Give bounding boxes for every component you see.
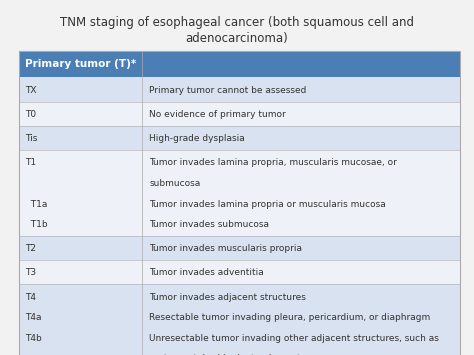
Text: T0: T0 bbox=[25, 110, 36, 119]
Text: T4: T4 bbox=[25, 293, 36, 302]
Text: Primary tumor (T)*: Primary tumor (T)* bbox=[25, 59, 136, 70]
Text: Primary tumor cannot be assessed: Primary tumor cannot be assessed bbox=[149, 86, 307, 95]
Bar bbox=[19, 284, 460, 355]
Text: Tumor invades adjacent structures: Tumor invades adjacent structures bbox=[149, 293, 306, 302]
Text: aorta, vertebral body, trachea, etc.: aorta, vertebral body, trachea, etc. bbox=[149, 354, 309, 355]
Text: TNM staging of esophageal cancer (both squamous cell and: TNM staging of esophageal cancer (both s… bbox=[60, 16, 414, 29]
Bar bbox=[19, 102, 460, 126]
Bar bbox=[19, 77, 460, 102]
Text: Tumor invades muscularis propria: Tumor invades muscularis propria bbox=[149, 244, 302, 253]
Text: Tumor invades lamina propria or muscularis mucosa: Tumor invades lamina propria or muscular… bbox=[149, 200, 386, 209]
Text: T2: T2 bbox=[25, 244, 36, 253]
Text: T4b: T4b bbox=[25, 334, 41, 343]
Text: Tumor invades adventitia: Tumor invades adventitia bbox=[149, 268, 264, 278]
Text: T1a: T1a bbox=[25, 200, 47, 209]
Text: Resectable tumor invading pleura, pericardium, or diaphragm: Resectable tumor invading pleura, perica… bbox=[149, 313, 430, 322]
Text: T1: T1 bbox=[25, 158, 36, 168]
Bar bbox=[19, 260, 460, 284]
Bar bbox=[19, 126, 460, 150]
Text: High-grade dysplasia: High-grade dysplasia bbox=[149, 134, 245, 143]
Text: Tumor invades submucosa: Tumor invades submucosa bbox=[149, 220, 269, 229]
Text: Tis: Tis bbox=[25, 134, 37, 143]
Bar bbox=[19, 51, 460, 77]
Text: No evidence of primary tumor: No evidence of primary tumor bbox=[149, 110, 286, 119]
Text: Unresectable tumor invading other adjacent structures, such as: Unresectable tumor invading other adjace… bbox=[149, 334, 439, 343]
Text: T4a: T4a bbox=[25, 313, 41, 322]
Text: TX: TX bbox=[25, 86, 36, 95]
Text: submucosa: submucosa bbox=[149, 179, 201, 188]
Bar bbox=[19, 51, 460, 355]
Text: Tumor invades lamina propria, muscularis mucosae, or: Tumor invades lamina propria, muscularis… bbox=[149, 158, 397, 168]
Text: T3: T3 bbox=[25, 268, 36, 278]
Bar bbox=[19, 236, 460, 260]
Bar bbox=[19, 150, 460, 236]
Text: T1b: T1b bbox=[25, 220, 47, 229]
Text: adenocarcinoma): adenocarcinoma) bbox=[186, 32, 288, 45]
